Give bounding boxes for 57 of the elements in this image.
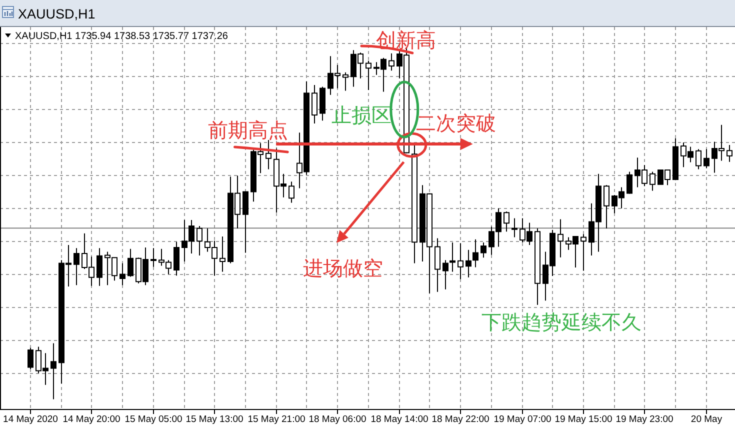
- candlestick: [196, 225, 202, 256]
- candlestick: [480, 242, 486, 258]
- annotation: 进场做空: [302, 258, 383, 280]
- candlestick: [174, 241, 180, 276]
- candlestick: [504, 211, 510, 232]
- candlestick: [412, 142, 418, 264]
- x-tick-label: 18 May 14:00: [370, 414, 428, 425]
- x-tick-label: 15 May 21:00: [248, 414, 306, 425]
- x-tick-label: 20 May: [690, 414, 722, 425]
- candlestick: [74, 248, 80, 286]
- candlestick: [366, 60, 372, 90]
- candlestick: [242, 191, 248, 254]
- candlestick: [220, 236, 226, 272]
- candlestick: [434, 238, 440, 292]
- candlestick: [28, 347, 34, 370]
- candlestick: [450, 242, 456, 272]
- x-tick-label: 14 May 2020: [3, 414, 58, 425]
- candlestick: [472, 238, 478, 268]
- annotation: 二次突破: [416, 113, 496, 135]
- chart-subtitle: XAUUSD,H1 1735.94 1738.53 1735.77 1737.26: [15, 31, 228, 42]
- chart-title: XAUUSD,H1: [18, 6, 96, 22]
- candlestick: [312, 84, 318, 124]
- candlestick: [120, 262, 126, 286]
- candlestick: [696, 148, 702, 170]
- candlestick: [288, 181, 294, 204]
- candlestick: [604, 184, 610, 229]
- candlestick: [558, 218, 564, 258]
- x-tick-label: 18 May 06:00: [308, 414, 366, 425]
- x-tick-label: 19 May 07:00: [494, 414, 552, 425]
- candlestick: [50, 342, 56, 400]
- candlestick: [466, 249, 472, 278]
- candlestick: [726, 144, 732, 162]
- candlestick: [534, 228, 540, 306]
- x-tick-label: 19 May 23:00: [616, 414, 674, 425]
- candlestick: [342, 72, 348, 92]
- annotation: 下跌趋势延续不久: [481, 312, 642, 334]
- candlestick: [580, 234, 586, 272]
- candlestick: [96, 248, 102, 286]
- candlestick: [672, 138, 678, 181]
- candlestick: [442, 260, 448, 290]
- x-tick-label: 18 May 22:00: [432, 414, 490, 425]
- x-tick-label: 15 May 13:00: [186, 414, 244, 425]
- candlestick: [512, 218, 518, 238]
- x-tick-label: 14 May 20:00: [62, 414, 120, 425]
- candlestick: [626, 171, 632, 194]
- candlestick: [150, 248, 156, 268]
- candlestick: [458, 242, 464, 280]
- annotation: 止损区: [332, 105, 392, 127]
- candlestick: [704, 148, 710, 169]
- candlestick: [388, 52, 394, 72]
- x-tick-label: 15 May 05:00: [124, 414, 182, 425]
- candlestick: [650, 171, 656, 192]
- annotation: 前期高点: [208, 119, 288, 142]
- candlestick: [266, 140, 272, 170]
- candlestick: [128, 248, 134, 278]
- x-tick-label: 19 May 15:00: [554, 414, 612, 425]
- candlestick: [320, 86, 326, 122]
